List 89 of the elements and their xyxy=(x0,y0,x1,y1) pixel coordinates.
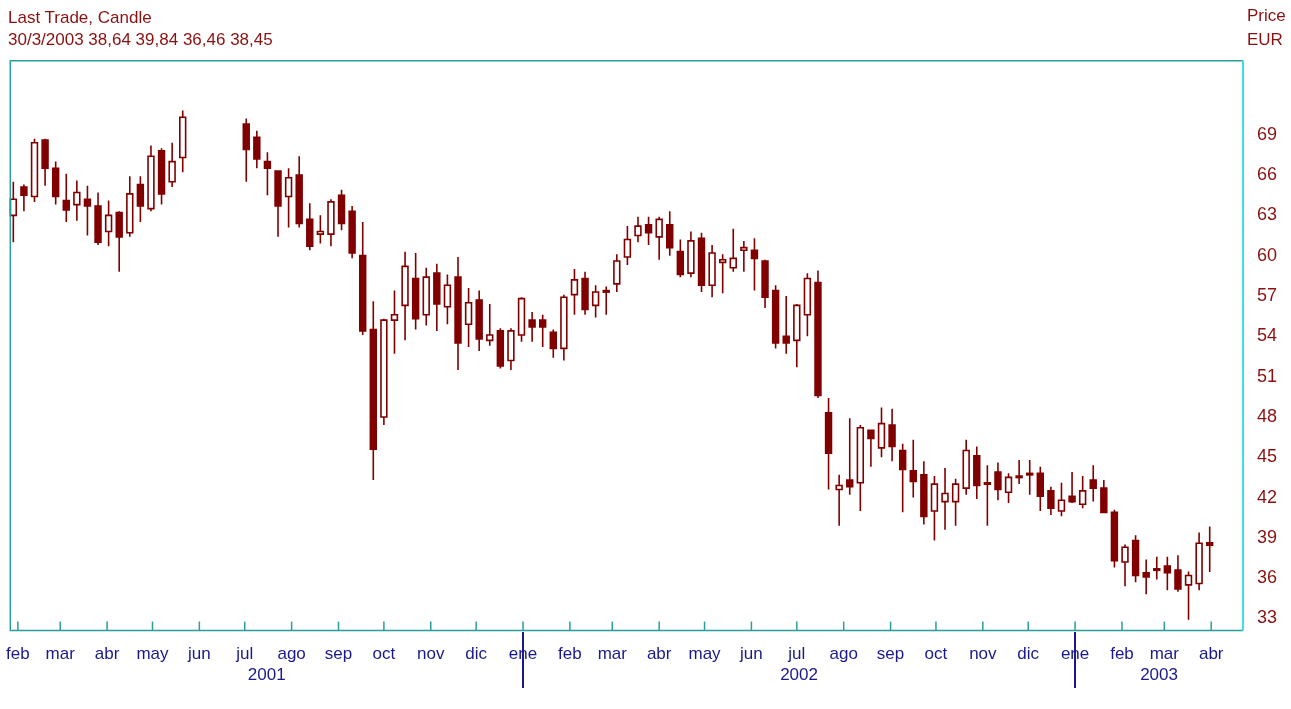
x-tick-label: jul xyxy=(235,644,254,664)
chart-title: Last Trade, Candle xyxy=(8,7,152,27)
candlestick xyxy=(464,287,473,348)
y-tick-label: 69 xyxy=(1256,123,1278,144)
y-tick-label: 36 xyxy=(1256,567,1278,588)
y-tick-label: 33 xyxy=(1256,607,1278,628)
candlestick xyxy=(126,175,134,238)
x-tick-label: may xyxy=(136,644,170,664)
y-tick-label: 48 xyxy=(1256,405,1278,426)
candlestick xyxy=(1184,570,1193,621)
text: 2002 xyxy=(780,665,818,685)
y-tick-label: 51 xyxy=(1256,365,1278,386)
x-tick-label: dic xyxy=(465,644,488,664)
candlestick xyxy=(380,319,388,426)
candlestick xyxy=(708,244,716,299)
y-tick-label: 63 xyxy=(1256,204,1278,225)
x-tick-label: sep xyxy=(324,644,353,664)
x-tick-label: abr xyxy=(646,644,672,664)
x-tick-label: ago xyxy=(277,644,306,664)
candlestick xyxy=(1195,531,1203,592)
candlestick xyxy=(655,215,663,261)
candlestick xyxy=(1153,555,1161,581)
candlestick xyxy=(422,266,430,327)
candlestick xyxy=(634,215,642,244)
x-tick-label: abr xyxy=(94,644,120,664)
y-axis-title: Price EUR xyxy=(1246,6,1286,50)
candlestick xyxy=(951,477,960,527)
candlestick xyxy=(613,253,621,293)
candlestick xyxy=(983,464,992,527)
x-tick-label: may xyxy=(688,644,722,664)
y-tick-label: 42 xyxy=(1256,486,1278,507)
candlestick xyxy=(443,273,452,325)
candlestick xyxy=(687,230,695,278)
candlestick xyxy=(729,227,737,273)
candlestick xyxy=(327,198,335,248)
candlestick xyxy=(486,303,494,347)
candlestick xyxy=(930,475,939,542)
candlestick xyxy=(1078,475,1087,510)
y-tick-label: 66 xyxy=(1256,164,1278,184)
candlestick xyxy=(390,289,399,355)
text: 2001 xyxy=(247,665,286,685)
candlestick xyxy=(147,144,155,213)
candlestick xyxy=(602,285,610,316)
x-tick-label: sep xyxy=(876,644,905,664)
x-tick-label: abr xyxy=(1198,644,1224,664)
y-tick-label: 45 xyxy=(1256,446,1278,467)
x-tick-label: jun xyxy=(739,644,763,664)
candlestick xyxy=(591,284,600,319)
x-tick-label: jun xyxy=(187,644,211,664)
candlestick xyxy=(877,406,886,459)
candlestick xyxy=(168,141,176,188)
x-tick-label: feb xyxy=(1110,644,1134,664)
candlestick xyxy=(73,179,81,222)
chart-subtitle: 30/3/2003 38,64 39,84 36,46 38,45 xyxy=(8,30,273,50)
x-tick-label: dic xyxy=(1017,644,1040,664)
candlestick xyxy=(941,467,949,531)
y-tick-label: 57 xyxy=(1256,284,1278,305)
text: 2003 xyxy=(1140,665,1178,685)
x-tick-label: feb xyxy=(6,644,30,664)
x-tick-label: mar xyxy=(1149,644,1180,664)
x-tick-label: oct xyxy=(924,644,948,664)
y-tick-label: 60 xyxy=(1256,244,1278,265)
candlestick xyxy=(560,293,568,362)
candlestick xyxy=(835,473,843,527)
candlestick xyxy=(179,109,187,174)
candlestick xyxy=(623,225,632,266)
y-tick-label: 54 xyxy=(1256,325,1278,346)
x-tick-label: feb xyxy=(558,644,582,664)
x-tick-label: mar xyxy=(45,644,76,664)
candlestick xyxy=(962,438,970,496)
candlestick xyxy=(1015,459,1023,485)
x-tick-label: mar xyxy=(597,644,628,664)
y-tick-label: 39 xyxy=(1256,526,1278,547)
x-tick-label: ago xyxy=(829,644,858,664)
candlestick xyxy=(104,199,113,248)
x-tick-label: jul xyxy=(787,644,806,664)
candlestick xyxy=(401,250,409,342)
x-tick-label: nov xyxy=(969,644,998,664)
candlestick xyxy=(793,304,801,368)
candlestick xyxy=(856,424,865,512)
candlestick xyxy=(803,272,812,338)
candlestick xyxy=(1121,543,1129,588)
candlestick xyxy=(284,167,293,229)
candlestick xyxy=(570,268,579,316)
candlestick xyxy=(740,240,748,273)
x-tick-label: oct xyxy=(372,644,396,664)
candlestick xyxy=(507,327,515,371)
x-tick-label: nov xyxy=(417,644,445,664)
candlestick xyxy=(1057,481,1066,518)
